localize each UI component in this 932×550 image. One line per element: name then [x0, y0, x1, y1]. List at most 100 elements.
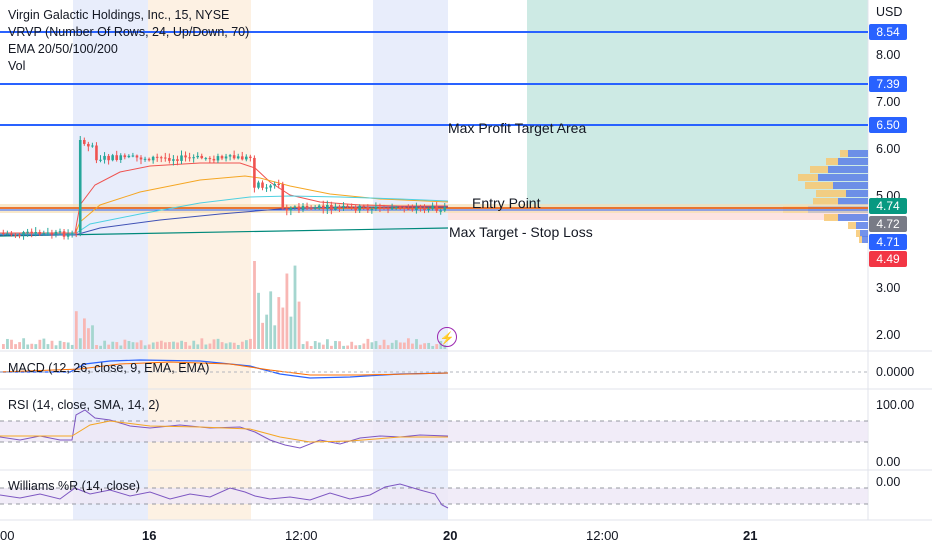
candle-body: [26, 231, 29, 233]
annotation-stop[interactable]: Max Target - Stop Loss: [449, 224, 593, 240]
volume-bar: [427, 342, 431, 349]
candle-body: [91, 145, 94, 147]
ema-20-line: [0, 162, 448, 234]
candle-body: [261, 182, 264, 188]
volume-bar: [224, 343, 228, 349]
candle-body: [297, 206, 301, 210]
volume-bar: [240, 341, 244, 349]
price-tick: 6.00: [876, 142, 901, 156]
candle-body: [54, 231, 58, 235]
volume-bar: [313, 341, 317, 349]
rsi-top-value: 100.00: [876, 398, 915, 412]
candle-body: [293, 206, 297, 208]
volume-bar: [269, 291, 273, 349]
volume-bar: [208, 343, 212, 349]
currency-label[interactable]: USD: [876, 5, 903, 19]
volume-bar: [87, 328, 90, 349]
williams-label[interactable]: Williams %R (14, close): [8, 479, 140, 493]
volume-bar: [42, 338, 46, 349]
volume-bar: [107, 344, 111, 349]
candle-body: [204, 158, 208, 160]
candle-body: [127, 155, 131, 158]
candle-body: [10, 233, 13, 235]
volume-bar: [115, 342, 119, 349]
price-badge-level[interactable]: 4.71: [869, 234, 907, 250]
price-badge-level[interactable]: 6.50: [869, 117, 907, 133]
volume-bar: [435, 344, 439, 349]
rsi-bottom-value: 0.00: [876, 455, 901, 469]
annotation-entry[interactable]: Entry Point: [472, 195, 541, 211]
candle-body: [317, 205, 321, 208]
price-tick: 3.00: [876, 281, 901, 295]
volume-bar: [78, 338, 82, 349]
macd-label[interactable]: MACD (12, 26, close, 9, EMA, EMA): [8, 361, 210, 375]
volume-bar: [257, 292, 260, 349]
volume-bar: [220, 342, 224, 349]
price-badge-stop[interactable]: 4.49: [869, 251, 907, 267]
candle-body: [305, 205, 309, 209]
volume-bar: [38, 339, 42, 349]
indicator-ema[interactable]: EMA 20/50/100/200: [8, 42, 118, 56]
candle-body: [176, 159, 179, 161]
candle-body: [443, 207, 447, 211]
candle-body: [370, 209, 374, 211]
candle-body: [131, 155, 135, 157]
volume-bar: [261, 322, 264, 349]
lightning-icon[interactable]: ⚡: [437, 327, 457, 347]
volume-bar: [212, 339, 216, 349]
price-badge-cursor[interactable]: 4.72: [869, 216, 907, 232]
candle-body: [269, 185, 272, 188]
legend[interactable]: Virgin Galactic Holdings, Inc., 15, NYSE…: [8, 7, 249, 75]
symbol-title[interactable]: Virgin Galactic Holdings, Inc., 15, NYSE: [8, 8, 230, 22]
candle-body: [273, 184, 276, 186]
profile-row-up: [838, 198, 868, 205]
candle-body: [427, 208, 430, 210]
macd-value: 0.0000: [876, 365, 915, 379]
price-badge-level[interactable]: 8.54: [869, 24, 907, 40]
volume-bar: [99, 345, 102, 349]
candle-body: [224, 156, 228, 159]
candle-body: [338, 206, 341, 208]
volume-bar: [95, 344, 98, 349]
rsi-label[interactable]: RSI (14, close, SMA, 14, 2): [8, 398, 160, 412]
candle-body: [265, 187, 268, 189]
volume-bar: [159, 340, 163, 349]
indicator-vrvp[interactable]: VRVP (Number Of Rows, 24, Up/Down, 70): [8, 25, 250, 39]
candle-body: [200, 155, 204, 159]
volume-bar: [277, 297, 281, 349]
candle-body: [143, 158, 147, 160]
volume-bar: [70, 344, 74, 349]
volume-bar: [370, 342, 374, 349]
candle-body: [46, 232, 50, 234]
volume-bar: [188, 345, 192, 349]
volume-bar: [22, 338, 26, 349]
candle-body: [411, 209, 414, 211]
volume-bar: [342, 345, 345, 349]
volume-bar: [143, 345, 147, 349]
candle-body: [18, 234, 21, 236]
price-tick: 8.00: [876, 48, 901, 62]
candle-body: [419, 207, 422, 209]
price-tick: 2.00: [876, 328, 901, 342]
candle-body: [151, 156, 155, 161]
price-badge-level[interactable]: 7.39: [869, 76, 907, 92]
candle-body: [253, 157, 256, 188]
profile-row-down: [859, 236, 862, 243]
volume-bar: [398, 342, 402, 349]
candle-body: [135, 155, 139, 158]
volume-bar: [2, 344, 5, 349]
candle-body: [159, 157, 163, 159]
annotation-profit[interactable]: Max Profit Target Area: [448, 120, 587, 136]
price-badge-last[interactable]: 4.74: [869, 198, 907, 214]
candle-body: [220, 156, 224, 159]
volume-bar: [26, 344, 30, 349]
rsi-band: [0, 421, 868, 442]
volume-bar: [172, 341, 175, 349]
candle-body: [232, 155, 236, 159]
volume-bar: [354, 345, 358, 349]
candle-body: [42, 233, 46, 235]
rsi-line: [0, 409, 449, 449]
indicator-vol[interactable]: Vol: [8, 59, 26, 73]
candle-body: [50, 232, 54, 235]
